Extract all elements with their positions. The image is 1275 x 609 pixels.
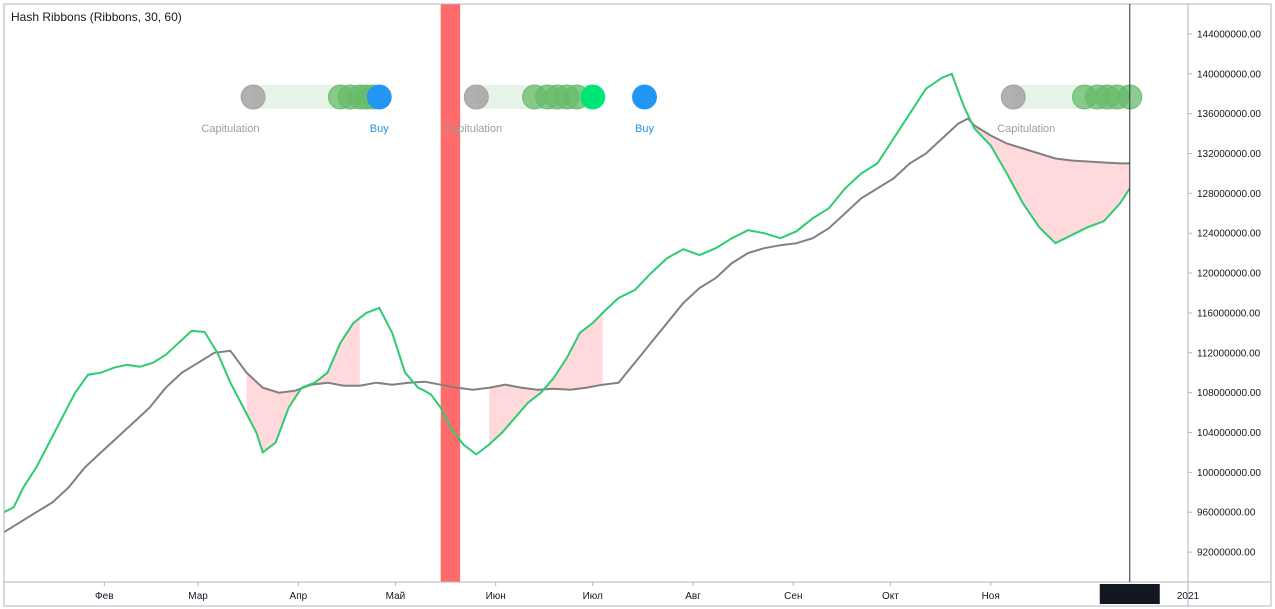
x-tick-label: Мар	[188, 591, 208, 602]
x-tick-label: Авг	[685, 591, 701, 602]
y-tick-label: 120000000.00	[1197, 269, 1261, 280]
annotation-buy-label: Buy	[635, 123, 654, 135]
x-tick-label: Май	[386, 591, 406, 602]
indicator-title[interactable]: Hash Ribbons (Ribbons, 30, 60)	[11, 10, 182, 24]
x-tick-label: Июн	[486, 591, 506, 602]
y-tick-label: 116000000.00	[1197, 308, 1261, 319]
y-tick-label: 104000000.00	[1197, 428, 1261, 439]
annotation-capitulation-label: Capitulation	[201, 123, 259, 135]
signal-dot-recovered	[580, 84, 606, 110]
annotation-layer: Capitulation Buy Capitulation Buy Capitulati…	[201, 123, 1055, 135]
y-tick-label: 100000000.00	[1197, 468, 1261, 479]
y-tick-label: 96000000.00	[1197, 508, 1256, 519]
crosshair-date-label: 30 Ноя '20	[1106, 590, 1154, 601]
y-tick-label: 144000000.00	[1197, 29, 1261, 40]
x-tick-label: Июл	[583, 591, 603, 602]
annotation-capitulation-label: Capitulation	[444, 123, 502, 135]
signal-dot-buy	[366, 84, 392, 110]
x-tick-label: Сен	[784, 591, 802, 602]
axes-layer: 30 Ноя '20 Фев Мар Апр Май Июн Июл Авг Сен Окт Ноя…	[3, 3, 1272, 607]
x-tick-label: 2021	[1177, 591, 1200, 602]
capitulation-fill-1	[246, 317, 360, 453]
signal-dots-layer	[240, 84, 1143, 110]
capitulation-fill-3	[974, 125, 1130, 244]
crosshair-date-badge	[1099, 584, 1160, 604]
recovery-band	[440, 4, 461, 582]
y-tick-label: 92000000.00	[1197, 548, 1256, 559]
signal-dot-capitulation	[1000, 84, 1026, 110]
y-tick-label: 124000000.00	[1197, 229, 1261, 240]
capitulation-fill-2	[489, 313, 603, 445]
x-tick-label: Апр	[290, 591, 308, 602]
y-tick-label: 140000000.00	[1197, 69, 1261, 80]
annotation-capitulation-label: Capitulation	[997, 123, 1055, 135]
signal-dot-capitulation	[463, 84, 489, 110]
y-tick-label: 112000000.00	[1197, 348, 1261, 359]
recovery-band-layer	[440, 4, 461, 582]
x-tick-label: Ноя	[982, 591, 1000, 602]
y-tick-label: 136000000.00	[1197, 109, 1261, 120]
series-lines-layer	[3, 72, 1131, 534]
signal-dot-capitulation	[240, 84, 266, 110]
chart-frame	[3, 3, 1272, 607]
signal-dot-buy	[632, 84, 658, 110]
y-tick-label: 108000000.00	[1197, 388, 1261, 399]
fast-ribbon-line	[3, 72, 1131, 514]
y-tick-label: 132000000.00	[1197, 149, 1261, 160]
x-tick-label: Окт	[882, 591, 899, 602]
annotation-buy-label: Buy	[370, 123, 389, 135]
x-tick-label: Фев	[95, 591, 113, 602]
y-tick-label: 128000000.00	[1197, 189, 1261, 200]
slow-ribbon-line	[3, 117, 1130, 534]
capitulation-fill-layer	[246, 125, 1131, 454]
